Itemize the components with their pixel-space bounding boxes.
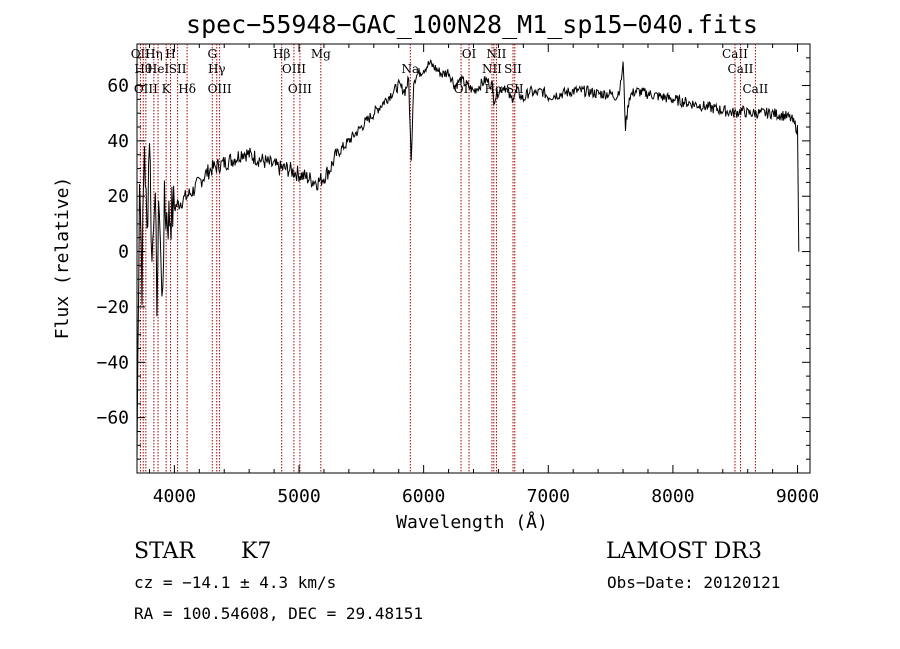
y-tick-label: −40 bbox=[96, 352, 129, 373]
x-tick-label: 6000 bbox=[402, 486, 445, 507]
line-marker-label: NII bbox=[482, 62, 502, 76]
line-marker-label: NII bbox=[486, 47, 506, 61]
object-class: STAR bbox=[134, 539, 196, 564]
line-marker-label: HeI bbox=[147, 62, 170, 76]
x-tick-label: 8000 bbox=[651, 486, 694, 507]
line-marker-label: Hη bbox=[145, 47, 163, 61]
line-marker-label: OIII bbox=[288, 82, 312, 96]
x-tick-label: 5000 bbox=[277, 486, 320, 507]
survey-name: LAMOST DR3 bbox=[606, 539, 762, 564]
spectrum-line bbox=[136, 59, 800, 460]
line-marker-label: H bbox=[165, 47, 175, 61]
line-marker-label: Hθ bbox=[134, 62, 152, 76]
line-marker-label: Mg bbox=[311, 47, 331, 61]
plot-frame bbox=[136, 43, 811, 474]
line-marker-label: G bbox=[207, 47, 217, 61]
redshift-readout: cz = −14.1 ± 4.3 km/s bbox=[134, 573, 336, 592]
x-tick-label: 4000 bbox=[153, 486, 196, 507]
line-marker-label: K bbox=[162, 82, 172, 96]
y-tick-label: 0 bbox=[118, 242, 129, 263]
x-tick-label: 9000 bbox=[776, 486, 819, 507]
line-marker-label: Hδ bbox=[178, 82, 196, 96]
x-tick-label: 7000 bbox=[527, 486, 570, 507]
line-marker-label: SII bbox=[169, 62, 187, 76]
y-axis-label: Flux (relative) bbox=[52, 177, 73, 340]
line-marker-label: OIII bbox=[282, 62, 306, 76]
line-marker-label: CaII bbox=[728, 62, 754, 76]
line-marker-label: CaII bbox=[722, 47, 748, 61]
x-axis-ticks: 4000 5000 6000 7000 8000 9000 bbox=[148, 44, 819, 507]
line-marker-label: SII bbox=[504, 62, 522, 76]
y-tick-label: 40 bbox=[107, 131, 129, 152]
line-marker-label: OIII bbox=[208, 82, 232, 96]
y-tick-label: 20 bbox=[107, 186, 129, 207]
y-tick-label: −60 bbox=[96, 408, 129, 429]
x-axis-label: Wavelength (Å) bbox=[396, 511, 548, 533]
line-marker-label: CaII bbox=[742, 82, 768, 96]
line-marker-label: OI bbox=[462, 47, 477, 61]
object-subclass: K7 bbox=[241, 539, 271, 564]
line-marker-label: Hβ bbox=[273, 47, 290, 61]
line-marker-label: Hγ bbox=[208, 62, 226, 76]
line-marker-label: OIII bbox=[134, 82, 158, 96]
y-tick-label: 60 bbox=[107, 76, 129, 97]
y-tick-label: −20 bbox=[96, 297, 129, 318]
line-markers: OIIHθOIIIHηHeIKHSIIHδGHγOIIIHβOIIIOIIIMg… bbox=[131, 44, 769, 473]
chart-title: spec−55948−GAC_100N28_M1_sp15−040.fits bbox=[186, 10, 758, 39]
obs-date: Obs−Date: 20120121 bbox=[607, 573, 780, 592]
line-marker-label: Na bbox=[401, 62, 419, 76]
coordinates: RA = 100.54608, DEC = 29.48151 bbox=[134, 604, 423, 623]
